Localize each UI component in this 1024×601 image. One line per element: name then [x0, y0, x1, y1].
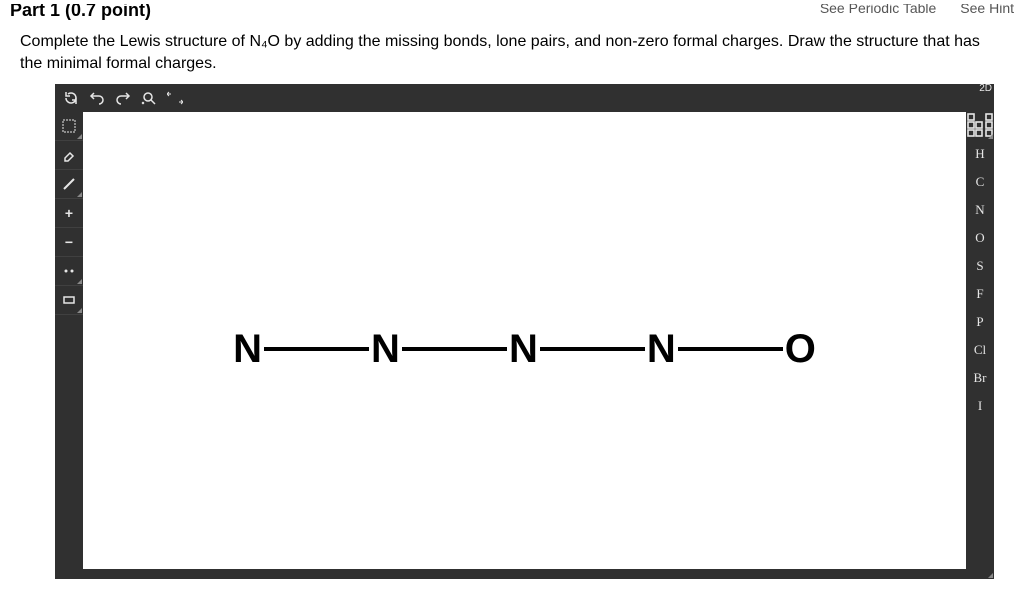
plus-icon: + [65, 205, 73, 221]
bond-tool[interactable] [55, 170, 83, 199]
minus-icon: − [65, 234, 73, 250]
element-f[interactable]: F [966, 280, 994, 308]
element-br[interactable]: Br [966, 364, 994, 392]
view-mode-button[interactable]: 2D [163, 86, 187, 110]
element-s[interactable]: S [966, 252, 994, 280]
reset-button[interactable] [59, 86, 83, 110]
bond-3[interactable] [540, 347, 645, 351]
structure-editor: 2D + − [55, 84, 994, 579]
charge-minus-tool[interactable]: − [55, 228, 83, 257]
marquee-tool[interactable] [55, 286, 83, 315]
element-p[interactable]: P [966, 308, 994, 336]
element-o[interactable]: O [966, 224, 994, 252]
left-toolbar: + − [55, 112, 83, 315]
element-n[interactable]: N [966, 196, 994, 224]
undo-button[interactable] [85, 86, 109, 110]
atom-n3[interactable]: N [507, 327, 540, 372]
drawing-canvas[interactable]: N N N N O [83, 112, 966, 569]
molecule-structure: N N N N O [83, 327, 966, 372]
charge-plus-tool[interactable]: + [55, 199, 83, 228]
view-mode-label: 2D [979, 83, 992, 94]
atom-n2[interactable]: N [369, 327, 402, 372]
top-toolbar: 2D [55, 84, 994, 112]
eraser-tool[interactable] [55, 141, 83, 170]
redo-button[interactable] [111, 86, 135, 110]
element-cl[interactable]: Cl [966, 336, 994, 364]
element-c[interactable]: C [966, 168, 994, 196]
element-panel-toggle[interactable] [966, 112, 994, 140]
atom-n1[interactable]: N [231, 327, 264, 372]
bond-1[interactable] [264, 347, 369, 351]
select-tool[interactable] [55, 112, 83, 141]
element-i[interactable]: I [966, 392, 994, 420]
atom-n4[interactable]: N [645, 327, 678, 372]
instruction-text: Complete the Lewis structure of N₄O by a… [0, 31, 1024, 76]
bond-4[interactable] [678, 347, 783, 351]
atom-o[interactable]: O [783, 327, 818, 372]
lone-pair-tool[interactable] [55, 257, 83, 286]
bond-2[interactable] [402, 347, 507, 351]
right-toolbar: H C N O S F P Cl Br I [966, 112, 994, 420]
element-h[interactable]: H [966, 140, 994, 168]
zoom-button[interactable] [137, 86, 161, 110]
